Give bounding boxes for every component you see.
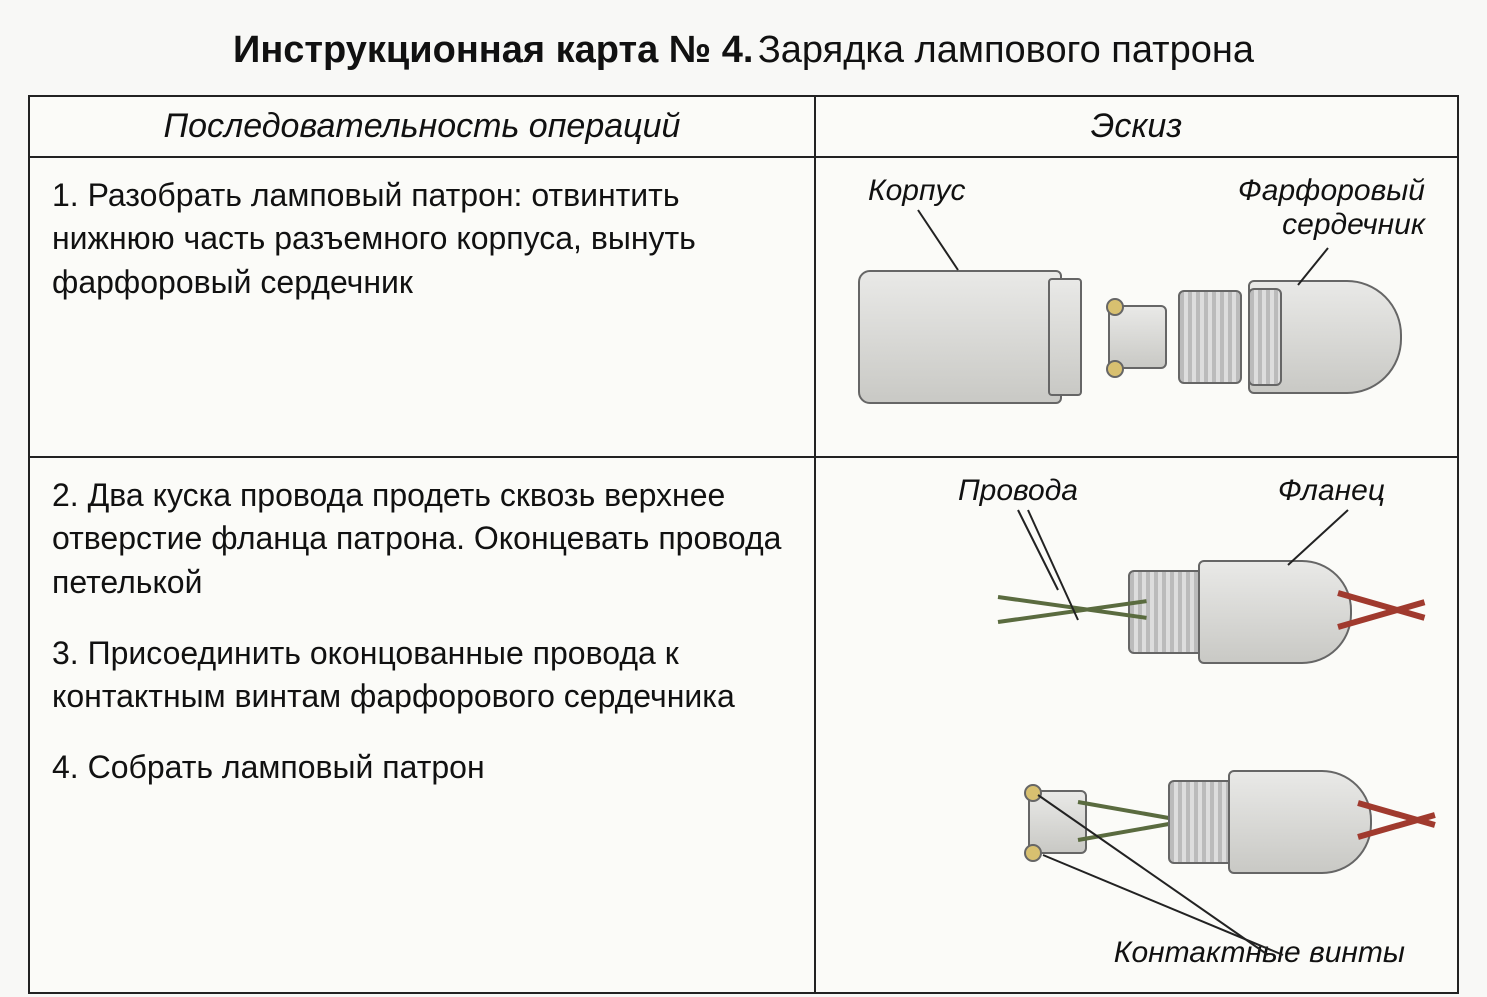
step-4-text: 4. Собрать ламповый патрон <box>52 746 792 789</box>
leader-lines-icon <box>828 170 1448 430</box>
sketch-cell-1: Корпус Фарфоровый сердечник <box>815 157 1458 457</box>
leader-lines-icon <box>828 470 1468 980</box>
title-strong: Инструкционная карта № 4. <box>233 29 753 71</box>
step-3-text: 3. Присоединить оконцованные провода к к… <box>52 632 792 718</box>
page: Инструкционная карта № 4. Зарядка лампов… <box>0 0 1487 997</box>
table-row: 2. Два куска провода продеть сквозь верх… <box>29 457 1458 993</box>
instruction-table: Последовательность операций Эскиз 1. Раз… <box>28 95 1459 994</box>
sketch-cell-2: Провода Фланец Контактные винты <box>815 457 1458 993</box>
ops-cell-2: 2. Два куска провода продеть сквозь верх… <box>29 457 815 993</box>
step-1-text: 1. Разобрать ламповый патрон: отвинтить … <box>52 174 792 304</box>
ops-cell-1: 1. Разобрать ламповый патрон: отвинтить … <box>29 157 815 457</box>
col-sketch-header: Эскиз <box>815 96 1458 157</box>
page-title: Инструкционная карта № 4. Зарядка лампов… <box>28 24 1459 77</box>
col-ops-header: Последовательность операций <box>29 96 815 157</box>
table-row: 1. Разобрать ламповый патрон: отвинтить … <box>29 157 1458 457</box>
title-rest: Зарядка лампового патрона <box>758 29 1254 71</box>
step-2-text: 2. Два куска провода продеть сквозь верх… <box>52 474 792 604</box>
